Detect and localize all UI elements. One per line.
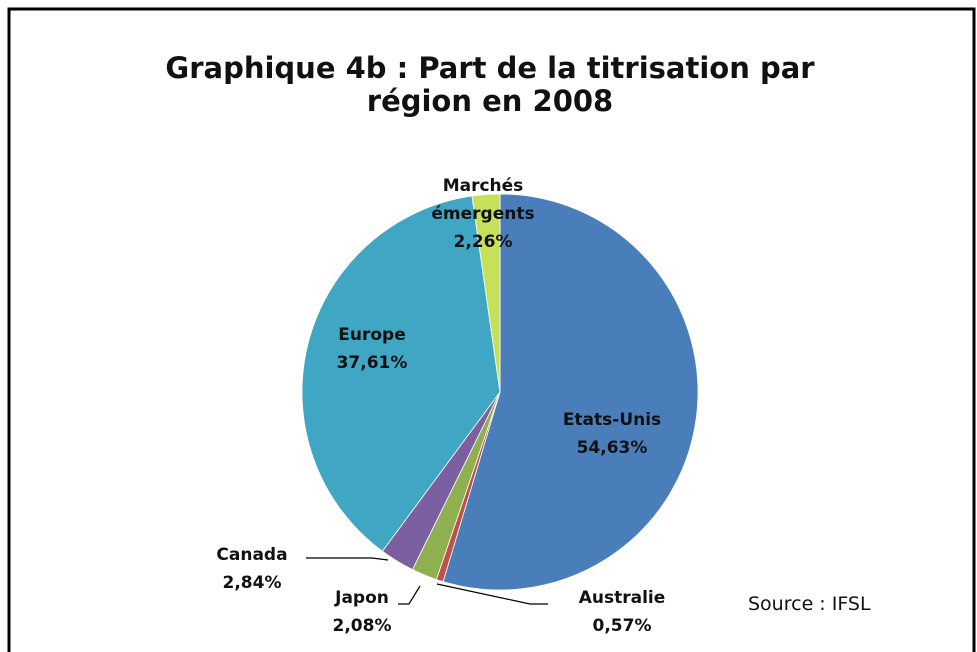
frame [7,7,976,652]
pie-slice [301,195,501,552]
value-label: 54,63% [576,438,648,458]
leader-line [306,557,389,561]
data-label: Canada 2,84% [202,541,302,597]
value-label: 0,57% [592,616,652,636]
pie-slice [471,193,501,393]
leaders [306,557,548,605]
value-label: 2,84% [222,573,282,593]
value-label: 2,26% [453,232,513,252]
pie-slice [442,193,699,591]
category-label: Japon [335,588,389,608]
category-label: Etats-Unis [562,410,662,430]
category-label: Europe [338,325,406,345]
data-label: Marchés émergents 2,26% [426,172,541,256]
category-label: Australie [578,588,666,608]
data-label: Etats-Unis 54,63% [547,406,677,462]
data-label: Australie 0,57% [562,584,682,640]
value-label: 37,61% [336,353,408,373]
pie [301,193,699,591]
leader-line [398,585,421,605]
data-label: Japon 2,08% [312,584,412,640]
leader-line [436,583,548,605]
data-label: Europe 37,61% [322,321,422,377]
value-label: 2,08% [332,616,392,636]
source: Source : IFSL [748,593,871,615]
category-label: Canada [216,545,288,565]
category-label: Marchés émergents [431,176,535,224]
chart-title: Graphique 4b : Part de la titrisation pa… [165,51,815,118]
